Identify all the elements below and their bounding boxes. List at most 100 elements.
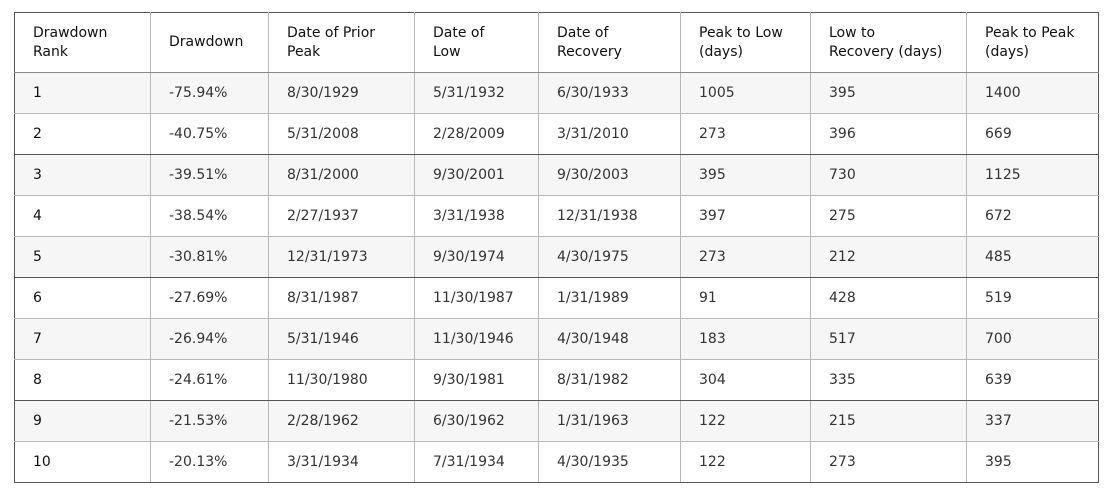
cell-drawdown: -24.61% [150, 359, 269, 401]
cell-low-date: 9/30/2001 [414, 154, 539, 196]
cell-low-to-recovery: 275 [810, 195, 967, 237]
cell-low-date: 7/31/1934 [414, 441, 539, 483]
cell-rank: 3 [14, 154, 151, 196]
cell-rank: 2 [14, 113, 151, 155]
cell-recovery-date: 6/30/1933 [538, 72, 681, 114]
header-date-of-prior-peak: Date of Prior Peak [268, 12, 415, 73]
table-row: 3 -39.51% 8/31/2000 9/30/2001 9/30/2003 … [14, 154, 1099, 196]
cell-low-date: 11/30/1987 [414, 277, 539, 319]
cell-peak-to-peak: 669 [966, 113, 1099, 155]
cell-recovery-date: 8/31/1982 [538, 359, 681, 401]
cell-peak-to-low: 122 [680, 400, 811, 442]
cell-low-to-recovery: 730 [810, 154, 967, 196]
header-peak-to-peak-days: Peak to Peak (days) [966, 12, 1099, 73]
cell-low-to-recovery: 212 [810, 236, 967, 278]
header-row: Drawdown Rank Drawdown Date of Prior Pea… [14, 12, 1099, 73]
cell-rank: 6 [14, 277, 151, 319]
cell-peak-to-peak: 485 [966, 236, 1099, 278]
cell-peak-to-peak: 519 [966, 277, 1099, 319]
cell-low-date: 9/30/1974 [414, 236, 539, 278]
table-row: 9 -21.53% 2/28/1962 6/30/1962 1/31/1963 … [14, 400, 1099, 442]
cell-recovery-date: 4/30/1948 [538, 318, 681, 360]
cell-recovery-date: 4/30/1935 [538, 441, 681, 483]
cell-peak-to-low: 273 [680, 236, 811, 278]
cell-low-to-recovery: 273 [810, 441, 967, 483]
table-row: 7 -26.94% 5/31/1946 11/30/1946 4/30/1948… [14, 318, 1099, 360]
cell-peak-to-low: 304 [680, 359, 811, 401]
cell-peak-to-peak: 639 [966, 359, 1099, 401]
table-row: 10 -20.13% 3/31/1934 7/31/1934 4/30/1935… [14, 441, 1099, 483]
cell-drawdown: -30.81% [150, 236, 269, 278]
cell-recovery-date: 9/30/2003 [538, 154, 681, 196]
cell-low-date: 5/31/1932 [414, 72, 539, 114]
cell-prior-peak-date: 5/31/1946 [268, 318, 415, 360]
cell-rank: 4 [14, 195, 151, 237]
cell-prior-peak-date: 8/31/1987 [268, 277, 415, 319]
cell-drawdown: -75.94% [150, 72, 269, 114]
table-body: 1 -75.94% 8/30/1929 5/31/1932 6/30/1933 … [14, 72, 1099, 483]
cell-peak-to-low: 397 [680, 195, 811, 237]
cell-low-date: 6/30/1962 [414, 400, 539, 442]
table-row: 4 -38.54% 2/27/1937 3/31/1938 12/31/1938… [14, 195, 1099, 237]
table-row: 5 -30.81% 12/31/1973 9/30/1974 4/30/1975… [14, 236, 1099, 278]
cell-low-to-recovery: 396 [810, 113, 967, 155]
cell-recovery-date: 4/30/1975 [538, 236, 681, 278]
cell-peak-to-peak: 700 [966, 318, 1099, 360]
cell-prior-peak-date: 11/30/1980 [268, 359, 415, 401]
cell-peak-to-peak: 395 [966, 441, 1099, 483]
cell-prior-peak-date: 8/31/2000 [268, 154, 415, 196]
cell-peak-to-low: 122 [680, 441, 811, 483]
drawdown-table: Drawdown Rank Drawdown Date of Prior Pea… [14, 12, 1099, 483]
cell-recovery-date: 1/31/1989 [538, 277, 681, 319]
cell-low-to-recovery: 215 [810, 400, 967, 442]
table-row: 8 -24.61% 11/30/1980 9/30/1981 8/31/1982… [14, 359, 1099, 401]
cell-rank: 7 [14, 318, 151, 360]
header-low-to-recovery-days: Low to Recovery (days) [810, 12, 967, 73]
table-row: 2 -40.75% 5/31/2008 2/28/2009 3/31/2010 … [14, 113, 1099, 155]
cell-peak-to-peak: 672 [966, 195, 1099, 237]
cell-prior-peak-date: 8/30/1929 [268, 72, 415, 114]
table-row: 6 -27.69% 8/31/1987 11/30/1987 1/31/1989… [14, 277, 1099, 319]
header-peak-to-low-days: Peak to Low (days) [680, 12, 811, 73]
cell-peak-to-peak: 1125 [966, 154, 1099, 196]
cell-low-date: 2/28/2009 [414, 113, 539, 155]
cell-peak-to-low: 91 [680, 277, 811, 319]
cell-peak-to-low: 183 [680, 318, 811, 360]
cell-rank: 8 [14, 359, 151, 401]
cell-low-to-recovery: 335 [810, 359, 967, 401]
cell-low-date: 3/31/1938 [414, 195, 539, 237]
cell-low-to-recovery: 395 [810, 72, 967, 114]
cell-peak-to-low: 395 [680, 154, 811, 196]
header-date-of-low: Date of Low [414, 12, 539, 73]
cell-prior-peak-date: 2/28/1962 [268, 400, 415, 442]
cell-drawdown: -26.94% [150, 318, 269, 360]
cell-rank: 1 [14, 72, 151, 114]
cell-low-to-recovery: 517 [810, 318, 967, 360]
cell-recovery-date: 3/31/2010 [538, 113, 681, 155]
cell-low-date: 11/30/1946 [414, 318, 539, 360]
cell-rank: 5 [14, 236, 151, 278]
header-drawdown-rank: Drawdown Rank [14, 12, 151, 73]
cell-rank: 10 [14, 441, 151, 483]
table-row: 1 -75.94% 8/30/1929 5/31/1932 6/30/1933 … [14, 72, 1099, 114]
cell-peak-to-peak: 337 [966, 400, 1099, 442]
cell-peak-to-low: 273 [680, 113, 811, 155]
cell-drawdown: -39.51% [150, 154, 269, 196]
cell-drawdown: -38.54% [150, 195, 269, 237]
cell-drawdown: -27.69% [150, 277, 269, 319]
cell-recovery-date: 12/31/1938 [538, 195, 681, 237]
cell-peak-to-low: 1005 [680, 72, 811, 114]
cell-low-to-recovery: 428 [810, 277, 967, 319]
drawdown-table-container: Drawdown Rank Drawdown Date of Prior Pea… [14, 12, 1099, 483]
cell-prior-peak-date: 2/27/1937 [268, 195, 415, 237]
cell-recovery-date: 1/31/1963 [538, 400, 681, 442]
cell-peak-to-peak: 1400 [966, 72, 1099, 114]
cell-low-date: 9/30/1981 [414, 359, 539, 401]
cell-prior-peak-date: 5/31/2008 [268, 113, 415, 155]
cell-prior-peak-date: 12/31/1973 [268, 236, 415, 278]
cell-drawdown: -40.75% [150, 113, 269, 155]
cell-prior-peak-date: 3/31/1934 [268, 441, 415, 483]
cell-drawdown: -20.13% [150, 441, 269, 483]
cell-rank: 9 [14, 400, 151, 442]
header-date-of-recovery: Date of Recovery [538, 12, 681, 73]
